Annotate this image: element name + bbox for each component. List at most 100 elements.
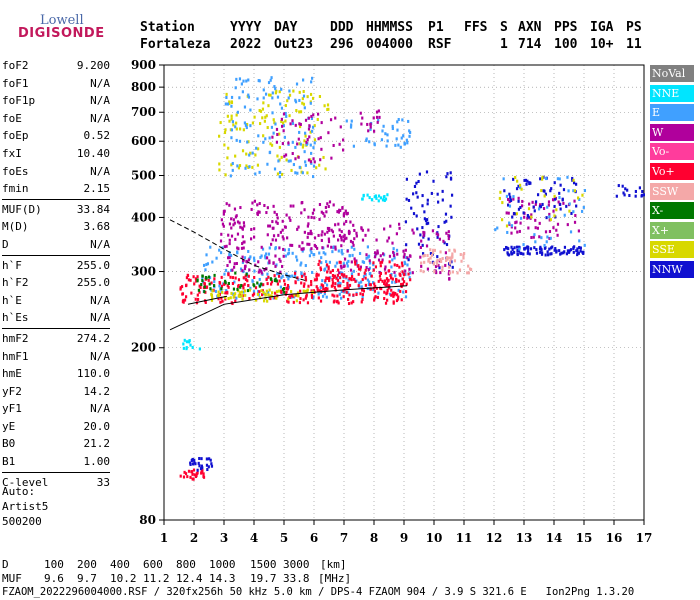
- echo-point-w: [515, 220, 518, 224]
- echo-point-w: [319, 136, 322, 140]
- echo-point-sse: [235, 121, 238, 125]
- echo-point-w: [551, 198, 555, 202]
- echo-point-x: [220, 287, 223, 291]
- legend-item-x: X-: [650, 202, 694, 220]
- echo-point-nnw: [444, 212, 448, 216]
- echo-point-ssw: [427, 259, 430, 263]
- param-name: h`E: [2, 293, 22, 307]
- echo-point-w: [294, 123, 297, 127]
- echo-point-nnw: [196, 468, 199, 472]
- echo-point-e: [405, 138, 408, 142]
- echo-point-vo: [198, 290, 201, 294]
- echo-point-nnw: [571, 178, 574, 182]
- echo-point-vo: [373, 298, 376, 302]
- echo-point-w: [372, 129, 376, 133]
- echo-point-w: [271, 238, 274, 242]
- echo-point-w: [317, 137, 320, 141]
- echo-point-nnw: [628, 194, 631, 198]
- lowell-digisonde-logo: Lowell DIGISONDE: [6, 6, 126, 46]
- echo-point-nnw: [550, 246, 553, 250]
- echo-point-w: [285, 213, 288, 217]
- echo-point-w: [271, 220, 274, 224]
- echo-point-vo: [190, 470, 193, 474]
- echo-point-e: [394, 274, 397, 278]
- echo-point-sse: [240, 294, 243, 298]
- echo-point-vo: [357, 272, 360, 276]
- echo-point-e: [391, 280, 394, 284]
- echo-point-vo: [261, 293, 264, 297]
- echo-point-e: [235, 296, 238, 300]
- echo-point-nnw: [553, 204, 556, 208]
- echo-point-vo: [307, 284, 310, 288]
- echo-point-e: [300, 271, 303, 275]
- echo-point-vo: [179, 474, 182, 478]
- muf-value: 19.7: [250, 572, 277, 585]
- echo-point-vo: [229, 275, 232, 279]
- echo-point-vo: [310, 293, 313, 297]
- echo-point-sse: [223, 295, 227, 299]
- echo-point-vo: [352, 300, 355, 304]
- echo-point-e: [271, 111, 274, 115]
- echo-point-nnw: [571, 176, 574, 180]
- echo-point-w: [289, 204, 292, 208]
- echo-point-sse: [261, 107, 265, 111]
- param-value: N/A: [90, 311, 110, 325]
- echo-point-e: [249, 108, 252, 112]
- echo-point-vo: [357, 267, 361, 271]
- echo-point-e: [312, 164, 316, 168]
- param-name: h`F2: [2, 276, 29, 290]
- echo-point-vo: [372, 268, 375, 272]
- echo-point-vo: [237, 278, 241, 282]
- echo-point-sse: [223, 131, 227, 135]
- echo-point-e: [293, 274, 297, 278]
- echo-point-x: [208, 282, 211, 286]
- echo-point-ssw: [430, 253, 434, 257]
- echo-point-w: [323, 232, 326, 236]
- echo-point-w: [278, 257, 281, 261]
- echo-point-w: [233, 221, 236, 225]
- echo-point-vo: [220, 296, 223, 300]
- echo-point-e: [302, 78, 305, 82]
- echo-point-w: [289, 122, 292, 126]
- echo-point-vo: [295, 293, 298, 297]
- echo-point-w: [268, 261, 271, 265]
- param-row-b0: B0 21.2: [2, 435, 110, 453]
- echo-point-e: [280, 106, 284, 110]
- echo-point-e: [236, 250, 239, 254]
- param-name: h`Es: [2, 311, 29, 325]
- echo-point-w: [431, 229, 435, 233]
- echo-point-nnw: [441, 189, 444, 193]
- echo-point-w: [242, 221, 246, 225]
- echo-point-e: [325, 283, 329, 287]
- echo-point-w: [548, 237, 551, 241]
- echo-point-sse: [540, 189, 543, 193]
- echo-point-w: [577, 229, 580, 233]
- echo-point-w: [345, 219, 348, 223]
- echo-point-e: [297, 278, 300, 282]
- echo-point-nnw: [191, 462, 195, 466]
- echo-point-e: [288, 89, 291, 93]
- echo-point-w: [239, 206, 242, 210]
- echo-point-x: [227, 281, 230, 285]
- echo-point-e: [328, 260, 331, 264]
- echo-point-sse: [238, 291, 242, 295]
- echo-point-w: [365, 266, 368, 270]
- echo-point-vo: [359, 292, 362, 296]
- echo-point-w: [307, 232, 310, 236]
- auto-program: Artist5: [2, 500, 49, 513]
- echo-point-x: [224, 279, 227, 283]
- echo-point-vo: [325, 288, 328, 292]
- echo-point-nnw: [560, 251, 563, 255]
- echo-point-nnw: [413, 184, 417, 188]
- echo-point-e: [283, 135, 286, 139]
- echo-point-x: [203, 285, 206, 289]
- echo-point-nnw: [201, 466, 204, 470]
- echo-point-nnw: [553, 197, 557, 201]
- echo-point-w: [349, 268, 353, 272]
- echo-point-e: [253, 259, 256, 263]
- echo-point-vo: [227, 285, 230, 289]
- echo-point-sse: [230, 291, 233, 295]
- echo-point-x: [200, 283, 203, 287]
- echo-point-w: [526, 216, 529, 220]
- echo-point-e: [281, 274, 284, 278]
